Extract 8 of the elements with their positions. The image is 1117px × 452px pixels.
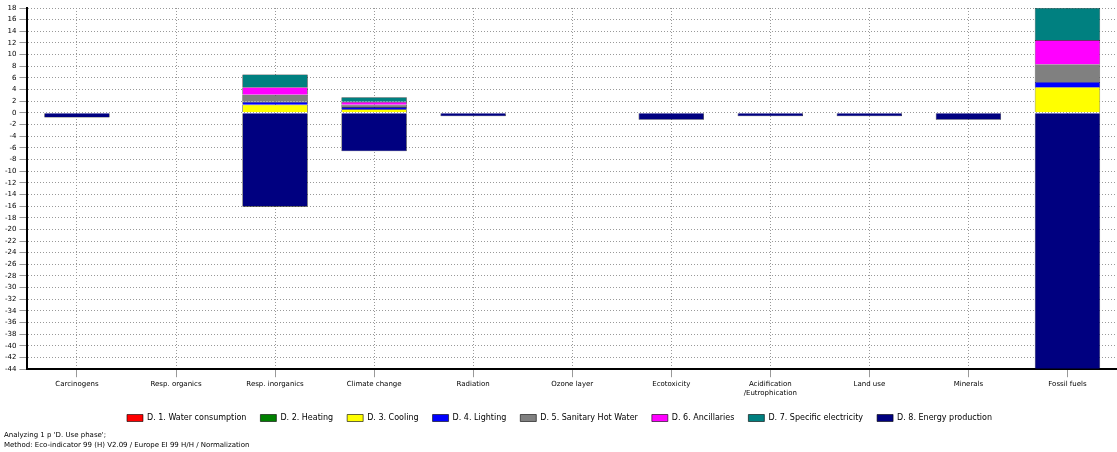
legend-label: D. 3. Cooling [367,413,419,423]
legend-label: D. 8. Energy production [897,413,993,423]
legend-label: D. 4. Lighting [452,413,507,423]
legend-label: D. 6. Ancillaries [671,413,735,423]
legend-label: D. 5. Sanitary Hot Water [540,413,639,423]
legend-label: D. 2. Heating [280,413,334,423]
legend-label: D. 1. Water consumption [146,413,247,423]
legend-label: D. 7. Specific electricity [768,413,864,423]
